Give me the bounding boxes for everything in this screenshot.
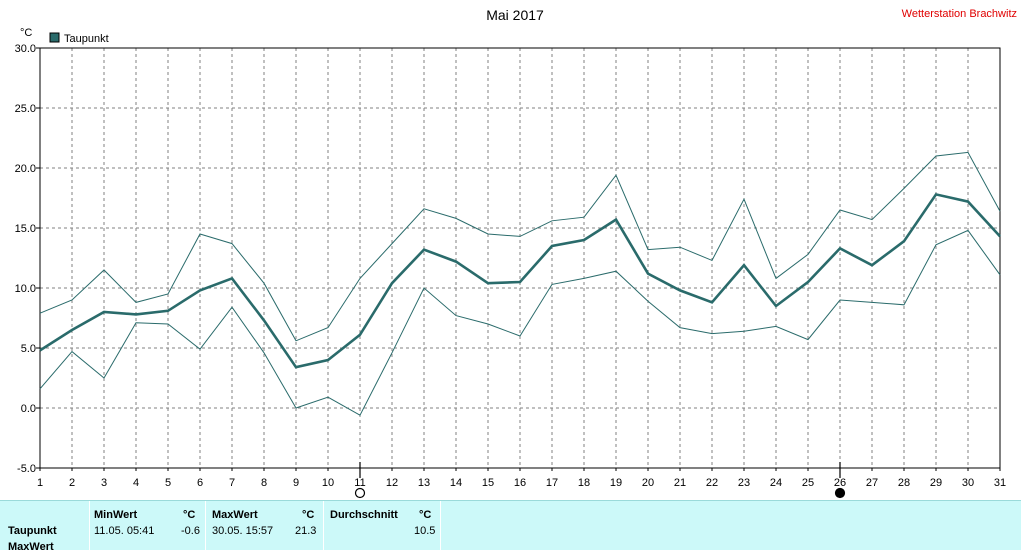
x-tick-label: 29: [930, 477, 942, 489]
x-tick-label: 20: [642, 477, 654, 489]
x-tick-label: 3: [101, 477, 107, 489]
x-tick-label: 5: [165, 477, 171, 489]
x-axis-ticks: 1 2 3 4 5 6 7 8 9 10 11 12 13 14 15 16 17 18 19 20 21 22 23 24 2…: [37, 468, 1006, 489]
series-line-lower: [39, 229, 1001, 416]
max-header: MaxWert: [212, 509, 258, 521]
x-tick-label: 30: [962, 477, 974, 489]
x-tick-label: 9: [293, 477, 299, 489]
x-tick-label: 28: [898, 477, 910, 489]
y-tick-label: 20.0: [15, 163, 36, 175]
max-unit-header: °C: [302, 509, 315, 521]
full-moon-icon: [354, 487, 366, 499]
stats-panel: MinWert °C MaxWert °C Durchschnitt °C Ta…: [0, 500, 1021, 553]
y-tick-label: 10.0: [15, 283, 36, 295]
min-value: -0.6: [181, 525, 200, 537]
max-time: 30.05. 15:57: [212, 525, 274, 537]
x-tick-label: 27: [866, 477, 878, 489]
series-lines: [39, 151, 1001, 416]
x-tick-label: 6: [197, 477, 203, 489]
chart-title: Mai 2017: [486, 7, 544, 23]
x-tick-label: 15: [482, 477, 494, 489]
chart-area: Mai 2017 Wetterstation Brachwitz °C Taup…: [15, 7, 1017, 499]
x-tick-label: 11: [354, 477, 365, 489]
x-tick-label: 2: [69, 477, 75, 489]
y-axis-ticks: -5.0 0.0 5.0 10.0 15.0 20.0 25.0 30.0: [15, 43, 40, 475]
x-tick-label: 14: [450, 477, 462, 489]
min-time: 11.05. 05:41: [94, 525, 155, 537]
new-moon-icon: [834, 487, 846, 499]
y-tick-label: 5.0: [21, 343, 36, 355]
y-tick-label: 30.0: [15, 43, 36, 55]
max-value: 21.3: [295, 525, 317, 537]
x-tick-label: 13: [418, 477, 430, 489]
x-tick-label: 16: [514, 477, 526, 489]
divider: [440, 501, 441, 550]
x-tick-label: 31: [994, 477, 1006, 489]
x-tick-label: 17: [546, 477, 558, 489]
x-tick-label: 19: [610, 477, 622, 489]
grid-lines: [40, 48, 1000, 468]
x-tick-label: 23: [738, 477, 750, 489]
x-tick-label: 24: [770, 477, 782, 489]
divider: [323, 501, 324, 550]
y-tick-label: 0.0: [21, 403, 36, 415]
series-line-taupunkt: [39, 192, 1001, 369]
y-tick-label: 15.0: [15, 223, 36, 235]
min-unit-header: °C: [183, 509, 196, 521]
moon-markers: [354, 462, 846, 499]
y-tick-label: -5.0: [17, 463, 36, 475]
x-tick-label: 25: [802, 477, 814, 489]
x-tick-label: 4: [133, 477, 139, 489]
y-axis-unit: °C: [20, 27, 32, 39]
divider: [89, 501, 90, 550]
x-tick-label: 22: [706, 477, 718, 489]
x-tick-label: 26: [834, 477, 846, 489]
legend-swatch: [49, 32, 60, 43]
x-tick-label: 21: [674, 477, 686, 489]
x-tick-label: 18: [578, 477, 590, 489]
x-tick-label: 12: [386, 477, 398, 489]
row-label-taupunkt: Taupunkt: [8, 525, 57, 537]
x-tick-label: 10: [322, 477, 334, 489]
divider: [205, 501, 206, 550]
station-name: Wetterstation Brachwitz: [902, 8, 1017, 20]
min-header: MinWert: [94, 509, 138, 521]
avg-unit-header: °C: [419, 509, 432, 521]
avg-header: Durchschnitt: [330, 509, 398, 521]
row-label-maxwert: MaxWert: [8, 541, 54, 553]
legend-label: Taupunkt: [64, 33, 109, 45]
x-tick-label: 7: [229, 477, 235, 489]
series-line-upper: [39, 151, 1001, 342]
avg-value: 10.5: [414, 525, 436, 537]
x-tick-label: 1: [37, 477, 43, 489]
plot-frame: [39, 47, 1001, 469]
y-tick-label: 25.0: [15, 103, 36, 115]
x-tick-label: 8: [261, 477, 267, 489]
